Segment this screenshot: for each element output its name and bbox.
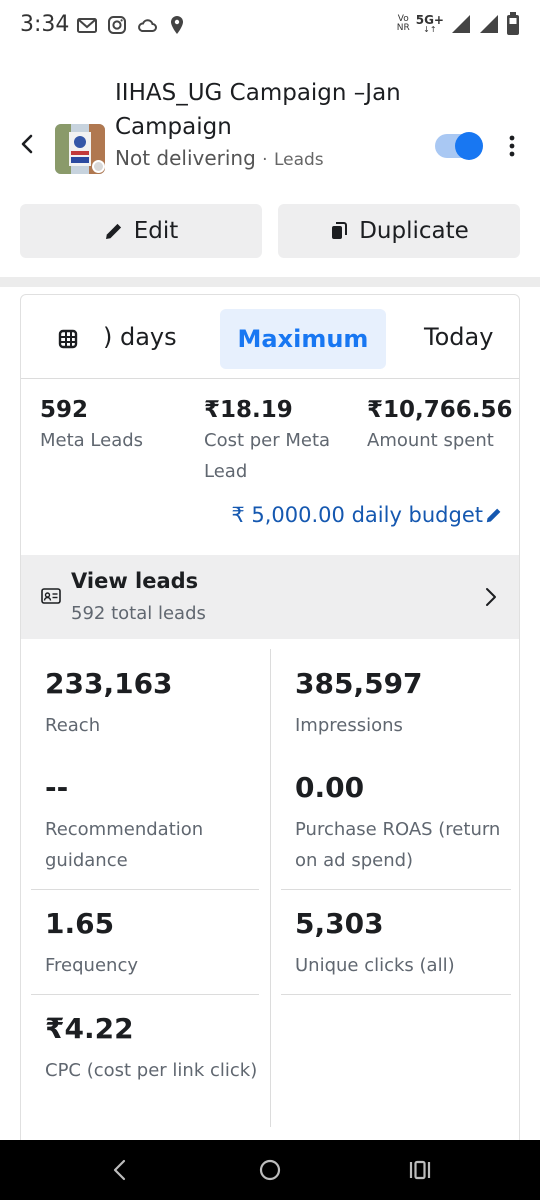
action-buttons: Edit Duplicate — [20, 204, 520, 258]
metric-unique-clicks: 5,303 Unique clicks (all) — [295, 907, 455, 976]
kpi-meta-leads: 592 Meta Leads — [40, 397, 144, 451]
metric-cpc: ₹4.22 CPC (cost per link click) — [45, 1012, 258, 1081]
date-range-selector: ) days Maximum Today — [21, 295, 519, 379]
range-option-today[interactable]: Today — [424, 323, 494, 351]
calendar-grid-icon[interactable] — [58, 329, 78, 349]
duplicate-icon — [332, 222, 348, 239]
notification-icons — [76, 14, 188, 36]
metric-recommendation-guidance: -- Recommendation guidance — [45, 771, 204, 871]
kpi-amount-spent: ₹10,766.56 Amount spent — [367, 397, 513, 451]
metrics-column-divider — [270, 649, 271, 1127]
daily-budget-text: ₹ 5,000.00 daily budget — [231, 503, 483, 527]
metric-purchase-roas: 0.00 Purchase ROAS (return on ad spend) — [295, 771, 501, 871]
more-options-icon[interactable] — [500, 134, 524, 158]
status-time: 3:34 — [20, 12, 70, 37]
range-option-days[interactable]: ) days — [103, 323, 177, 351]
metric-impressions: 385,597 Impressions — [295, 667, 423, 736]
campaign-toggle[interactable] — [435, 132, 483, 160]
campaign-thumbnail — [55, 124, 105, 174]
battery-icon — [507, 12, 519, 35]
campaign-status: Not delivering · Leads — [115, 146, 324, 170]
network-indicator: 5G+ ↓↑ — [415, 13, 444, 34]
metric-reach: 233,163 Reach — [45, 667, 173, 736]
cloud-icon — [138, 19, 157, 32]
range-option-maximum[interactable]: Maximum — [220, 309, 386, 369]
metrics-grid: 233,163 Reach 385,597 Impressions -- Rec… — [21, 639, 519, 1153]
metrics-row-divider — [31, 994, 259, 995]
metrics-row-divider — [281, 889, 511, 890]
campaign-title: IIHAS_UG Campaign –Jan Campaign — [115, 80, 401, 140]
back-icon[interactable] — [16, 132, 40, 156]
edit-pencil-icon — [486, 508, 501, 523]
system-navigation-bar — [0, 1140, 540, 1200]
contact-card-icon — [41, 588, 61, 604]
view-leads-title: View leads — [71, 569, 199, 593]
daily-budget-link[interactable]: ₹ 5,000.00 daily budget — [231, 503, 503, 527]
section-divider — [0, 277, 540, 287]
metrics-row-divider — [31, 889, 259, 890]
insights-card: ) days Maximum Today 592 Meta Leads ₹18.… — [20, 294, 520, 1154]
metric-frequency: 1.65 Frequency — [45, 907, 138, 976]
duplicate-button[interactable]: Duplicate — [278, 204, 520, 258]
nav-recents-icon[interactable] — [408, 1158, 432, 1182]
signal-icon — [452, 15, 470, 33]
metrics-row-divider — [281, 994, 511, 995]
instagram-icon — [108, 16, 126, 34]
gmail-icon — [77, 18, 97, 33]
nav-home-icon[interactable] — [258, 1158, 282, 1182]
nav-back-icon[interactable] — [108, 1158, 132, 1182]
signal-icon — [480, 15, 498, 33]
toggle-knob — [455, 132, 483, 160]
kpi-cost-per-lead: ₹18.19 Cost per Meta Lead — [204, 397, 331, 482]
location-icon — [171, 16, 183, 34]
duplicate-button-label: Duplicate — [359, 218, 469, 244]
edit-button[interactable]: Edit — [20, 204, 262, 258]
chevron-right-icon — [486, 588, 496, 606]
edit-button-label: Edit — [133, 218, 179, 244]
pencil-icon — [105, 223, 121, 239]
total-leads-count: 592 total leads — [71, 603, 206, 624]
volte-indicator: Vo NR — [396, 14, 410, 33]
system-icons: Vo NR 5G+ ↓↑ — [397, 12, 520, 36]
summary-kpis: 592 Meta Leads ₹18.19 Cost per Meta Lead… — [21, 379, 519, 555]
campaign-header: IIHAS_UG Campaign –Jan Campaign Not deli… — [0, 70, 540, 190]
view-leads-row[interactable]: View leads 592 total leads — [21, 555, 519, 639]
delivery-status-dot — [92, 160, 105, 173]
campaign-objective: Leads — [273, 150, 324, 170]
delivery-status: Not delivering — [115, 146, 256, 170]
status-bar: 3:34 Vo NR 5G+ ↓↑ — [0, 0, 540, 54]
status-separator: · — [262, 150, 268, 170]
